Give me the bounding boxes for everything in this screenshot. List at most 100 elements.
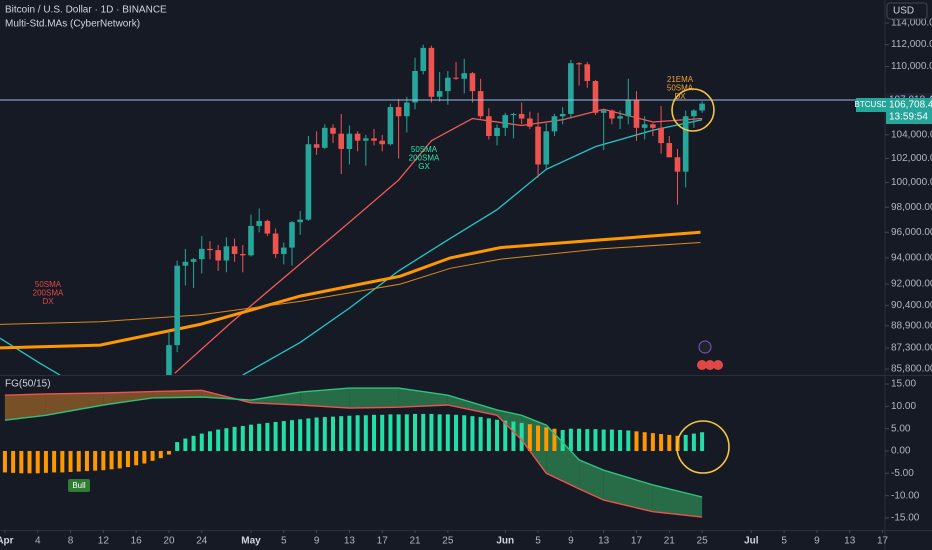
histogram-bar [166, 450, 171, 455]
histogram-bar [683, 434, 688, 451]
candle-body [494, 127, 500, 137]
band-fill [103, 391, 153, 405]
candle-body [198, 248, 205, 260]
histogram-bar [634, 431, 639, 451]
y-tick-label: 0.00 [891, 446, 911, 457]
histogram-bar [396, 414, 401, 451]
symbol-label: BTCUSD [855, 100, 888, 109]
histogram-bar [117, 450, 122, 469]
candle-body [674, 157, 681, 172]
y-tick-label: 88,900.00 [891, 320, 932, 331]
histogram-bar [519, 422, 524, 451]
bull-label-box [68, 479, 90, 492]
candle-body [633, 100, 640, 128]
histogram-bar [248, 424, 253, 451]
histogram-bar [93, 450, 98, 471]
band-fill [152, 390, 202, 398]
histogram-bar [568, 428, 573, 451]
histogram-bar [101, 450, 106, 471]
band-fill [603, 470, 653, 512]
x-tick-label: 8 [68, 536, 74, 547]
annotation: 50SMA [667, 84, 694, 93]
candle-body [412, 70, 418, 103]
event-icon[interactable] [705, 360, 715, 370]
x-tick-label: 13 [844, 536, 856, 547]
histogram-bar [585, 429, 590, 451]
annotation: 200SMA [409, 154, 440, 163]
histogram-bar [445, 414, 450, 451]
histogram-bar [527, 424, 532, 451]
candle-body [297, 219, 303, 223]
histogram-bar [183, 438, 188, 451]
histogram-bar [281, 421, 286, 451]
y-tick-label: 96,000.00 [891, 227, 932, 238]
histogram-bar [618, 430, 623, 451]
candle-body [428, 47, 435, 97]
histogram-bar [577, 428, 582, 451]
currency[interactable]: USD [893, 6, 914, 17]
y-tick-label: 104,000.00 [891, 129, 932, 140]
histogram-bar [363, 415, 368, 451]
candle-body [535, 126, 541, 165]
histogram-bar [421, 413, 426, 451]
histogram-bar [60, 450, 65, 473]
candle-body [453, 77, 459, 79]
candle-body [330, 127, 336, 134]
candle-body [289, 222, 295, 248]
candle-body [363, 138, 369, 141]
annotation: DX [42, 297, 54, 306]
event-icon[interactable] [698, 340, 712, 354]
histogram-bar [314, 417, 319, 451]
histogram-bar [495, 419, 500, 451]
histogram-bar [191, 435, 196, 451]
histogram-bar [650, 433, 655, 451]
histogram-bar [11, 450, 16, 473]
event-icon[interactable] [713, 360, 723, 370]
candle-body [461, 73, 468, 79]
histogram-bar [224, 428, 229, 451]
candle-body [174, 265, 180, 346]
annotation: 50SMA [411, 145, 438, 154]
histogram-bar [503, 420, 508, 451]
candle-body [609, 110, 615, 119]
bull-label: Bull [72, 481, 86, 490]
y-tick-label: 5.00 [891, 423, 911, 434]
currency-box[interactable] [886, 2, 928, 20]
x-tick-label: 5 [281, 536, 287, 547]
candle-body [239, 254, 246, 256]
histogram-bar [322, 417, 327, 451]
candle-body [691, 110, 697, 117]
annotation: 50SMA [35, 280, 62, 289]
candle-body [527, 118, 533, 127]
candle-body [387, 107, 394, 145]
annotation: 21EMA [667, 75, 694, 84]
y-tick-label: -10.00 [891, 490, 920, 501]
x-tick-label: 20 [163, 536, 175, 547]
histogram-bar [552, 428, 557, 451]
candle-body [395, 107, 402, 117]
candle-body [346, 133, 353, 149]
main-pane [0, 44, 885, 375]
highlight-circle [671, 88, 715, 132]
histogram-bar [388, 414, 393, 451]
histogram-bar [175, 442, 180, 451]
histogram-bar [429, 413, 434, 451]
event-icon[interactable] [697, 360, 707, 370]
candle-body [568, 63, 574, 114]
last-price-label: 106,708.42 [889, 100, 932, 111]
histogram-bar [84, 450, 89, 472]
annotation: 200SMA [33, 289, 64, 298]
candle-body [551, 116, 558, 132]
y-tick-label: 87,300.00 [891, 343, 932, 354]
histogram-bar [150, 450, 155, 461]
candle-body [559, 113, 566, 117]
y-tick-label: 102,000.00 [891, 153, 932, 164]
candle-body [182, 261, 189, 266]
histogram-bar [125, 450, 130, 468]
histogram-bar [347, 415, 352, 451]
band-fill [521, 415, 547, 474]
histogram-bar [298, 419, 303, 451]
histogram-bar [76, 450, 81, 472]
x-tick-label: 17 [631, 536, 643, 547]
